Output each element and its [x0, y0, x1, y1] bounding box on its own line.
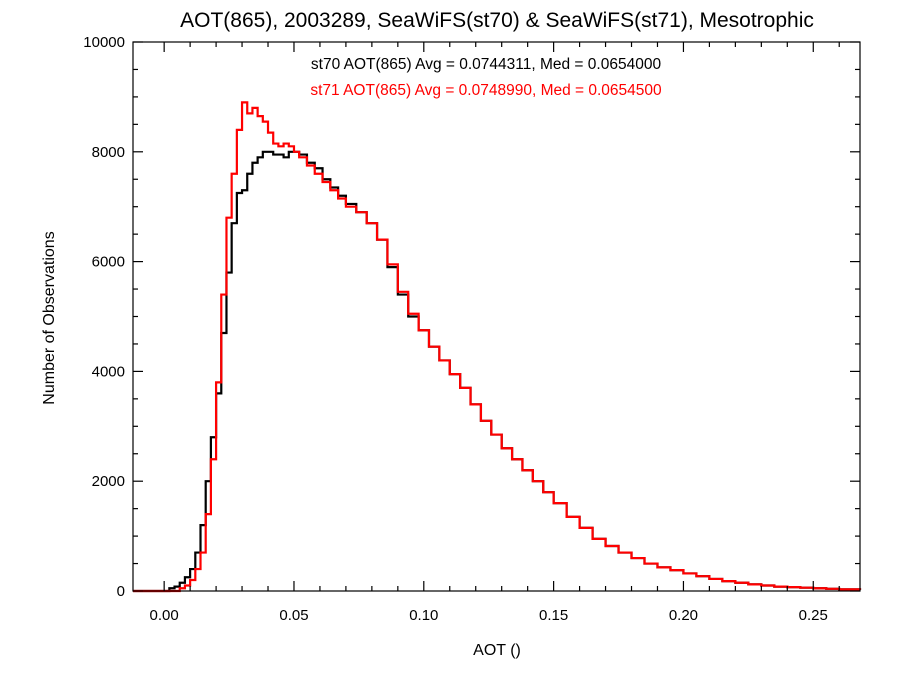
x-tick-label: 0.25	[799, 607, 828, 624]
y-tick-label: 4000	[92, 363, 125, 380]
series-layer	[133, 101, 862, 593]
plot-frame	[132, 41, 861, 592]
y-tick-label: 8000	[92, 144, 125, 161]
legend-entry-st71: st71 AOT(865) Avg = 0.0748990, Med = 0.0…	[310, 82, 662, 99]
y-tick-label: 2000	[92, 473, 125, 490]
series-line-st71	[133, 101, 862, 593]
x-tick-label: 0.20	[669, 607, 698, 624]
chart-title: AOT(865), 2003289, SeaWiFS(st70) & SeaWi…	[180, 9, 814, 32]
ticks-layer: 0.00 0.05 0.10 0.15 0.20 0.25 0 2000 4000 6000 800…	[83, 34, 860, 624]
x-tick-label: 0.10	[409, 607, 438, 624]
y-tick-label: 6000	[92, 254, 125, 271]
legend-entry-st70: st70 AOT(865) Avg = 0.0744311, Med = 0.0…	[311, 56, 662, 73]
y-tick-label: 10000	[83, 34, 125, 51]
y-axis-label: Number of Observations	[41, 231, 58, 404]
legend: st70 AOT(865) Avg = 0.0744311, Med = 0.0…	[310, 56, 662, 99]
x-tick-label: 0.00	[150, 607, 179, 624]
x-tick-label: 0.15	[539, 607, 568, 624]
y-tick-label: 0	[117, 583, 125, 600]
x-axis-label: AOT ()	[473, 642, 521, 659]
x-tick-label: 0.05	[279, 607, 308, 624]
